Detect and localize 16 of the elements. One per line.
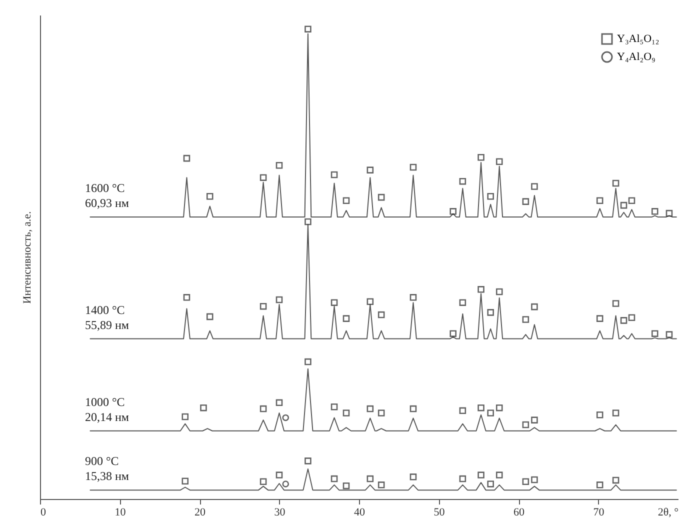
annotation: 1600 °C 60,93 нм	[85, 181, 130, 210]
legend-label: Y₃Al₅O₁₂	[617, 33, 660, 45]
x-tick-label: 10	[114, 506, 126, 518]
x-tick-label: 40	[354, 506, 366, 518]
x-tick-label: 50	[434, 506, 446, 518]
x-tick-label: 0	[40, 506, 46, 518]
x-axis-title: 2θ, °	[658, 506, 678, 518]
x-tick-label: 30	[274, 506, 286, 518]
legend-label: Y₄Al₂O₉	[617, 51, 656, 63]
x-tick-label: 20	[194, 506, 206, 518]
annotation: 1000 °C 20,14 нм	[85, 394, 130, 424]
annotation: 1400 °C 55,89 нм	[85, 302, 130, 332]
x-tick-label: 60	[514, 506, 525, 518]
x-tick-label: 70	[593, 506, 605, 518]
annotation: 900 °C 15,38 нм	[85, 454, 130, 484]
y-axis-title: Интенсивность, а.е.	[22, 211, 34, 304]
